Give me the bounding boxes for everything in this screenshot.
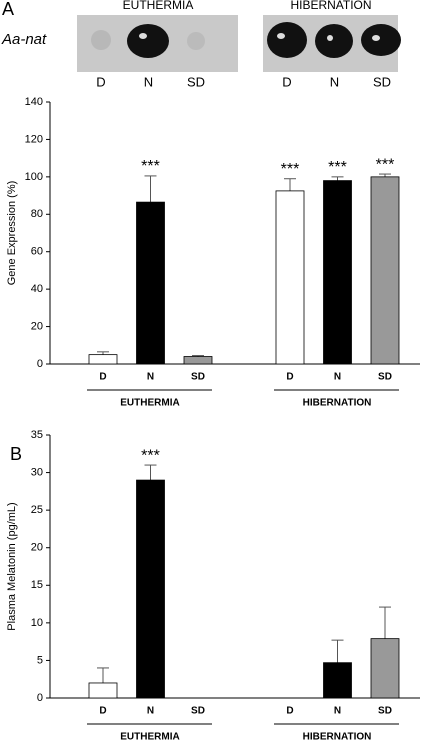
lane-label: D <box>282 74 291 89</box>
error-bar <box>144 175 157 203</box>
lane-label: SD <box>187 74 205 89</box>
x-tick-label: D <box>99 372 106 383</box>
significance-label: *** <box>376 156 395 173</box>
x-tick-label: SD <box>191 372 205 383</box>
error-bar <box>97 351 109 355</box>
lane-label: SD <box>373 74 391 89</box>
y-tick-label: 30 <box>31 466 43 478</box>
error-bar <box>379 173 391 177</box>
significance-label: *** <box>281 161 300 178</box>
y-tick-label: 0 <box>37 358 43 370</box>
x-tick-label: N <box>334 706 341 717</box>
bar <box>136 201 165 365</box>
group-label: HIBERNATION <box>303 732 372 740</box>
y-tick-label: 80 <box>31 208 43 220</box>
blot-group-label: EUTHERMIA <box>123 0 194 12</box>
lane-label: N <box>144 74 153 89</box>
y-tick-label: 10 <box>31 617 43 629</box>
bar <box>323 180 352 365</box>
bar <box>323 662 352 699</box>
y-tick-label: 40 <box>31 283 43 295</box>
panel-label: B <box>10 444 22 464</box>
group-label: EUTHERMIA <box>120 732 179 740</box>
x-tick-label: D <box>286 706 293 717</box>
bar <box>183 356 213 365</box>
error-bar <box>284 178 296 191</box>
bar <box>88 682 118 699</box>
blot-image <box>77 15 401 72</box>
bar <box>370 176 400 365</box>
error-bar <box>331 639 344 663</box>
y-tick-label: 20 <box>31 542 43 554</box>
error-bar <box>331 176 344 181</box>
error-bar <box>144 464 157 481</box>
gene-label: Aa-nat <box>1 31 47 48</box>
x-tick-label: SD <box>191 706 205 717</box>
bar <box>136 479 165 699</box>
y-tick-label: 120 <box>25 133 43 145</box>
x-tick-label: D <box>286 372 293 383</box>
lane-label: N <box>330 74 339 89</box>
error-bar <box>97 667 109 683</box>
x-tick-label: SD <box>378 372 392 383</box>
lane-label: D <box>96 74 105 89</box>
bar <box>370 638 400 699</box>
y-tick-label: 60 <box>31 246 43 258</box>
x-tick-label: N <box>147 706 154 717</box>
y-tick-label: 100 <box>25 171 43 183</box>
y-tick-label: 140 <box>25 96 43 108</box>
bar <box>275 190 305 365</box>
x-tick-label: N <box>334 372 341 383</box>
panel-label: A <box>2 0 14 19</box>
x-tick-label: D <box>99 706 106 717</box>
significance-label: *** <box>141 158 160 175</box>
y-tick-label: 5 <box>37 654 43 666</box>
bar <box>88 354 118 365</box>
y-tick-label: 0 <box>37 692 43 704</box>
group-label: EUTHERMIA <box>120 398 179 409</box>
y-axis-label: Plasma Melatonin (pg/mL) <box>6 502 18 630</box>
x-tick-label: SD <box>378 706 392 717</box>
y-axis-label: Gene Expression (%) <box>6 181 18 286</box>
y-tick-label: 35 <box>31 429 43 441</box>
x-tick-label: N <box>147 372 154 383</box>
blot-group-label: HIBERNATION <box>290 0 371 12</box>
y-tick-label: 20 <box>31 320 43 332</box>
y-tick-label: 25 <box>31 504 43 516</box>
y-tick-label: 15 <box>31 579 43 591</box>
significance-label: *** <box>141 447 160 464</box>
significance-label: *** <box>328 159 347 176</box>
error-bar <box>379 606 391 639</box>
group-label: HIBERNATION <box>303 398 372 409</box>
